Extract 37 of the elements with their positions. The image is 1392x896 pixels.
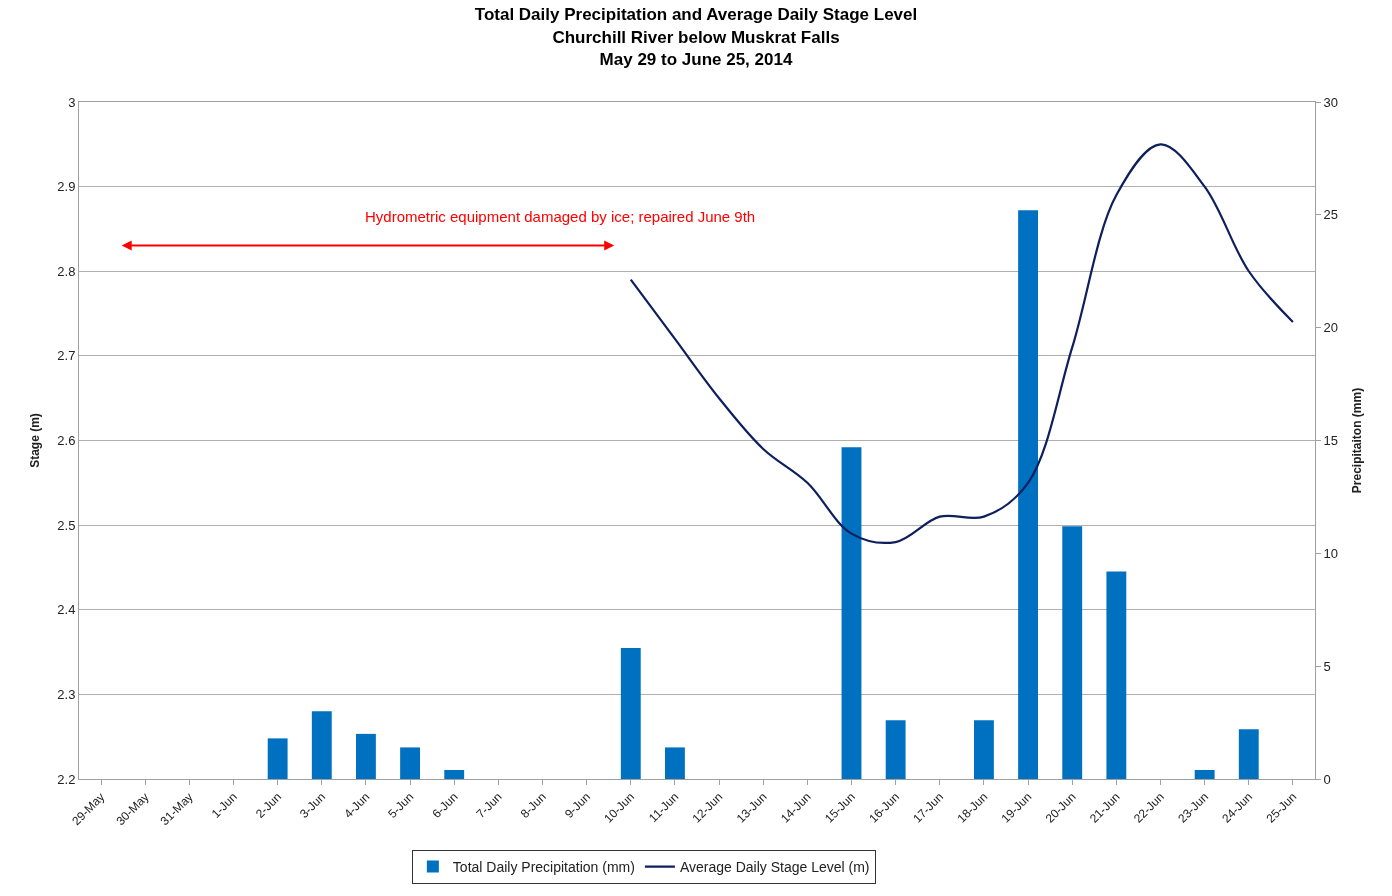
y2-tick-label: 10 [1323, 545, 1339, 561]
y-tick-label: 2.9 [57, 179, 76, 195]
y-tick-label: 2.4 [57, 602, 76, 618]
chart-title: Total Daily Precipitation and Average Daily Stage Level Churchill River below Muskrat Falls May 29 to June 25, 2014 [474, 5, 918, 69]
y-tick-label: 2.3 [57, 686, 76, 702]
bar [1018, 210, 1038, 779]
bar [1106, 571, 1127, 779]
y2-tick-label: 5 [1323, 658, 1331, 674]
annotation: Hydrometric equipment damaged by ice; repaired June 9th [365, 208, 756, 225]
bar [841, 447, 862, 779]
y2-axis-title: Precipitaiton (mm) [1349, 387, 1364, 494]
y2-tick-label: 25 [1323, 207, 1339, 223]
bar [400, 747, 420, 779]
legend-label: Total Daily Precipitation (mm) [452, 859, 635, 876]
y-tick-label: 2.2 [57, 771, 76, 787]
y2-tick-label: 30 [1323, 94, 1339, 110]
bar [311, 711, 332, 779]
bar [444, 769, 465, 779]
legend-label: Average Daily Stage Level (m) [679, 859, 870, 876]
bar [1062, 526, 1083, 779]
y2-tick-label: 15 [1323, 433, 1339, 449]
bar [356, 733, 376, 779]
bar [1238, 729, 1259, 779]
y-tick-label: 2.5 [57, 517, 76, 533]
bar [974, 720, 994, 779]
y2-tick-label: 0 [1323, 771, 1331, 787]
bar [885, 720, 906, 779]
bar [665, 747, 685, 779]
bar [620, 648, 641, 779]
y-tick-label: 2.7 [57, 348, 76, 364]
y-axis-title: Stage (m) [27, 413, 42, 468]
y-tick-label: 2.8 [57, 263, 76, 279]
y-tick-label: 3 [68, 94, 76, 110]
y2-tick-label: 20 [1323, 320, 1339, 336]
bar [267, 738, 288, 779]
bar [1194, 769, 1215, 779]
y-tick-label: 2.6 [57, 433, 76, 449]
